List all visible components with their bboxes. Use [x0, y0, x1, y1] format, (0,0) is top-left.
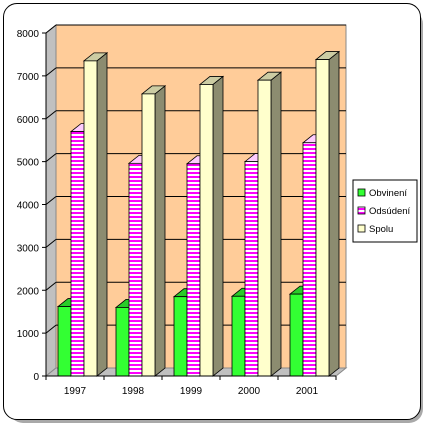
gridline-side — [45, 238, 57, 248]
gridline-side — [45, 67, 57, 77]
y-tick-label: 6000 — [17, 115, 40, 126]
bar-side — [328, 50, 340, 377]
y-tick-label: 0 — [33, 372, 39, 383]
bar-side — [154, 85, 166, 377]
gridline-side — [45, 24, 57, 34]
x-tick-label: 1998 — [122, 386, 145, 397]
bar-spolu-2001 — [315, 59, 330, 377]
y-tick-label: 4000 — [17, 201, 40, 212]
axes: 0 1000 2000 3000 4000 5000 6000 7000 8000 1997 199… — [17, 29, 337, 397]
bar-odsúdení-2000 — [244, 161, 259, 377]
y-tick-label: 7000 — [17, 72, 40, 83]
legend-label: Spolu — [369, 224, 393, 235]
y-tick-label: 2000 — [17, 286, 40, 297]
legend-label: Obvinení — [369, 188, 407, 199]
bar-obvinení-2000 — [231, 295, 246, 377]
y-tick-label: 3000 — [17, 243, 40, 254]
gridline-side — [45, 281, 57, 291]
legend-swatch — [357, 188, 366, 197]
x-tick-label: 2001 — [296, 386, 319, 397]
bar-obvinení-1997 — [57, 306, 72, 377]
bar-spolu-1997 — [83, 60, 98, 377]
x-tick-label: 1997 — [64, 386, 87, 397]
bar-odsúdení-1997 — [70, 131, 85, 377]
y-tick-label: 1000 — [17, 329, 40, 340]
bar-spolu-1998 — [141, 93, 156, 377]
gridline-side — [45, 153, 57, 163]
legend-label: Odsúdení — [369, 206, 411, 217]
y-tick-label: 5000 — [17, 158, 40, 169]
bar-spolu-1999 — [199, 84, 214, 377]
bar-obvinení-1998 — [115, 306, 130, 377]
x-tick-label: 2000 — [238, 386, 261, 397]
legend: Obvinení Odsúdení Spolu — [352, 179, 418, 243]
legend-swatch — [357, 224, 366, 233]
bar-obvinení-1999 — [173, 296, 188, 377]
bar-obvinení-2001 — [289, 293, 304, 377]
gridline-side — [45, 196, 57, 205]
x-tick-label: 1999 — [180, 386, 203, 397]
gridline-side — [45, 324, 57, 334]
bar-spolu-2000 — [257, 79, 272, 377]
bar-side — [212, 75, 224, 377]
gridline-side — [45, 110, 57, 120]
legend-swatch — [357, 206, 366, 215]
bar-side — [270, 71, 282, 377]
bar-odsúdení-1998 — [128, 162, 143, 377]
bar-odsúdení-1999 — [186, 163, 201, 377]
bar-side — [96, 52, 108, 377]
bar-odsúdení-2001 — [302, 142, 317, 377]
y-tick-label: 8000 — [17, 29, 40, 40]
